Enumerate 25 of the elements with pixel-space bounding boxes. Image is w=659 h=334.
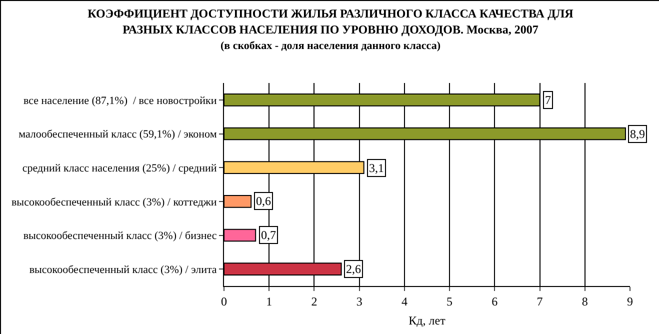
chart-subtitle: (в скобках - доля населения данного класса) — [220, 40, 441, 52]
y-tick-label: высокообеспеченный класс (3%) / бизнес — [23, 230, 217, 242]
data-label: 0,6 — [256, 194, 271, 208]
x-tick-label: 9 — [627, 294, 633, 308]
x-tick-label: 2 — [311, 294, 318, 308]
x-tick-label: 8 — [582, 294, 588, 308]
chart-title: КОЭФФИЦИЕНТ ДОСТУПНОСТИ ЖИЛЬЯ РАЗЛИЧНОГО КЛАССА КАЧЕСТВА ДЛЯ РАЗНЫХ КЛАССОВ НАСЕЛЕНИЯ ПО УРОВНЮ ДОХОДОВ. Москва, 2007 — [88, 6, 574, 36]
y-tick-label: средний класс населения (25%) / средний — [22, 162, 217, 174]
y-tick-label: высокообеспеченный класс (3%) / элита — [29, 264, 217, 276]
x-tick-label: 7 — [536, 294, 543, 308]
x-tick-label: 0 — [221, 294, 227, 308]
x-tick-label: 3 — [356, 294, 362, 308]
y-tick-label: высокообеспеченный класс (3%) / коттеджи — [11, 196, 217, 208]
data-label: 3,1 — [369, 161, 384, 175]
x-tick-label: 1 — [266, 294, 272, 308]
y-tick-label: малообеспеченный класс (59,1%) / эконом — [18, 128, 217, 141]
data-label: 7 — [545, 93, 551, 107]
data-label: 2,6 — [346, 262, 361, 276]
x-axis-title: Кд, лет — [408, 313, 446, 328]
x-tick-label: 5 — [446, 294, 453, 308]
x-tick-label: 6 — [492, 294, 498, 308]
x-tick-label: 4 — [401, 294, 408, 308]
data-label: 8,9 — [630, 127, 645, 141]
y-tick-label: все население (87,1%) / все новостройки — [24, 94, 217, 107]
data-label: 0,7 — [261, 228, 276, 242]
